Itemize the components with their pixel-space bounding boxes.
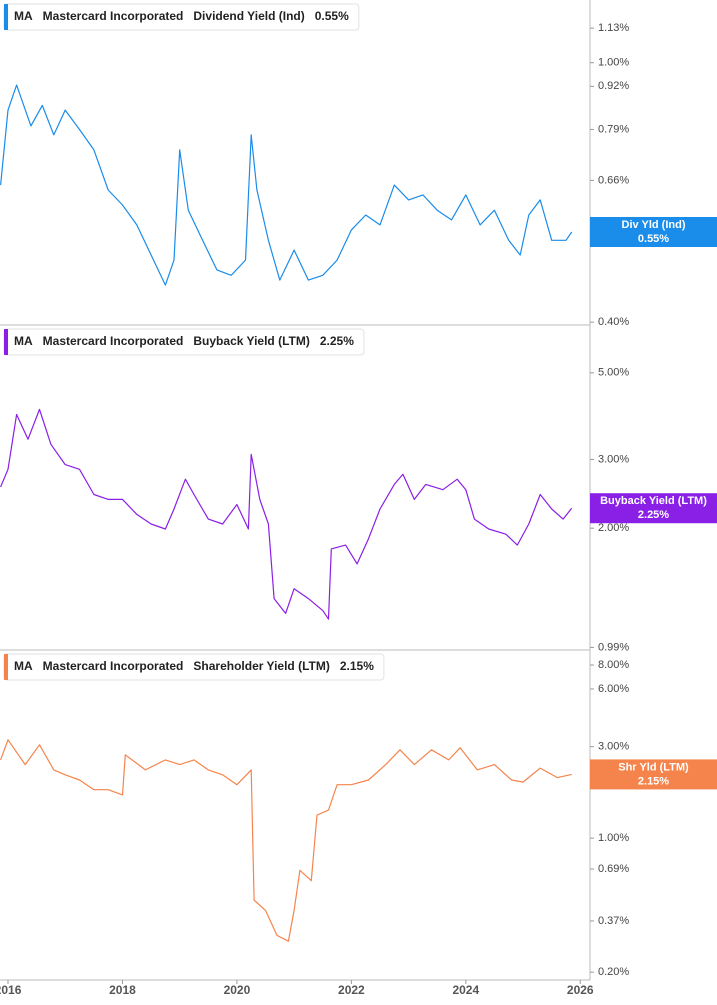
value-badge bbox=[590, 493, 717, 524]
series-line bbox=[0, 84, 573, 286]
last-value: 2.15% bbox=[340, 659, 374, 673]
legend: MA Mastercard Incorporated Dividend Yield … bbox=[3, 3, 360, 31]
x-tick-label: 2020 bbox=[224, 983, 251, 997]
x-tick-label: 2026 bbox=[567, 983, 594, 997]
value-badge bbox=[590, 759, 717, 790]
badge-label: Buyback Yield (LTM) bbox=[600, 495, 707, 507]
y-tick-label: 0.37% bbox=[598, 915, 629, 927]
y-tick-label: 2.00% bbox=[598, 522, 629, 534]
company-name: Mastercard Incorporated bbox=[43, 9, 184, 23]
x-tick-label: 2024 bbox=[452, 983, 479, 997]
last-value: 2.25% bbox=[320, 334, 354, 348]
legend-swatch bbox=[4, 4, 8, 30]
y-tick-label: 0.40% bbox=[598, 316, 629, 328]
badge-label: Div Yld (Ind) bbox=[622, 219, 686, 231]
x-tick-label: 2018 bbox=[109, 983, 136, 997]
value-badge bbox=[590, 216, 717, 247]
ticker: MA bbox=[14, 9, 33, 23]
last-value: 0.55% bbox=[315, 9, 349, 23]
badge-value: 2.15% bbox=[638, 775, 669, 787]
y-tick-label: 0.66% bbox=[598, 174, 629, 186]
x-tick-label: 2022 bbox=[338, 983, 365, 997]
y-tick-label: 1.13% bbox=[598, 22, 629, 34]
y-tick-label: 0.92% bbox=[598, 80, 629, 92]
ticker: MA bbox=[14, 659, 33, 673]
y-tick-label: 1.00% bbox=[598, 832, 629, 844]
y-tick-label: 0.99% bbox=[598, 641, 629, 653]
legend: MA Mastercard Incorporated Buyback Yield (… bbox=[3, 328, 365, 356]
series-line bbox=[0, 408, 573, 620]
legend-swatch bbox=[4, 329, 8, 355]
y-tick-label: 6.00% bbox=[598, 683, 629, 695]
badge-value: 0.55% bbox=[638, 233, 669, 245]
legend-label: Buyback Yield (LTM) bbox=[193, 334, 309, 348]
series-line bbox=[0, 739, 572, 942]
badge-value: 2.25% bbox=[638, 509, 669, 521]
x-tick-label: 2016 bbox=[0, 983, 22, 997]
badge-label: Shr Yld (LTM) bbox=[618, 761, 689, 773]
y-tick-label: 0.69% bbox=[598, 863, 629, 875]
y-tick-label: 8.00% bbox=[598, 659, 629, 671]
y-tick-label: 1.00% bbox=[598, 57, 629, 69]
y-tick-label: 5.00% bbox=[598, 367, 629, 379]
company-name: Mastercard Incorporated bbox=[43, 334, 184, 348]
company-name: Mastercard Incorporated bbox=[43, 659, 184, 673]
legend-label: Shareholder Yield (LTM) bbox=[193, 659, 329, 673]
y-tick-label: 0.20% bbox=[598, 966, 629, 978]
y-tick-label: 3.00% bbox=[598, 453, 629, 465]
y-tick-label: 0.79% bbox=[598, 123, 629, 135]
legend-swatch bbox=[4, 654, 8, 680]
legend-label: Dividend Yield (Ind) bbox=[193, 9, 304, 23]
legend: MA Mastercard Incorporated Shareholder Yie… bbox=[3, 653, 385, 681]
y-tick-label: 3.00% bbox=[598, 741, 629, 753]
ticker: MA bbox=[14, 334, 33, 348]
